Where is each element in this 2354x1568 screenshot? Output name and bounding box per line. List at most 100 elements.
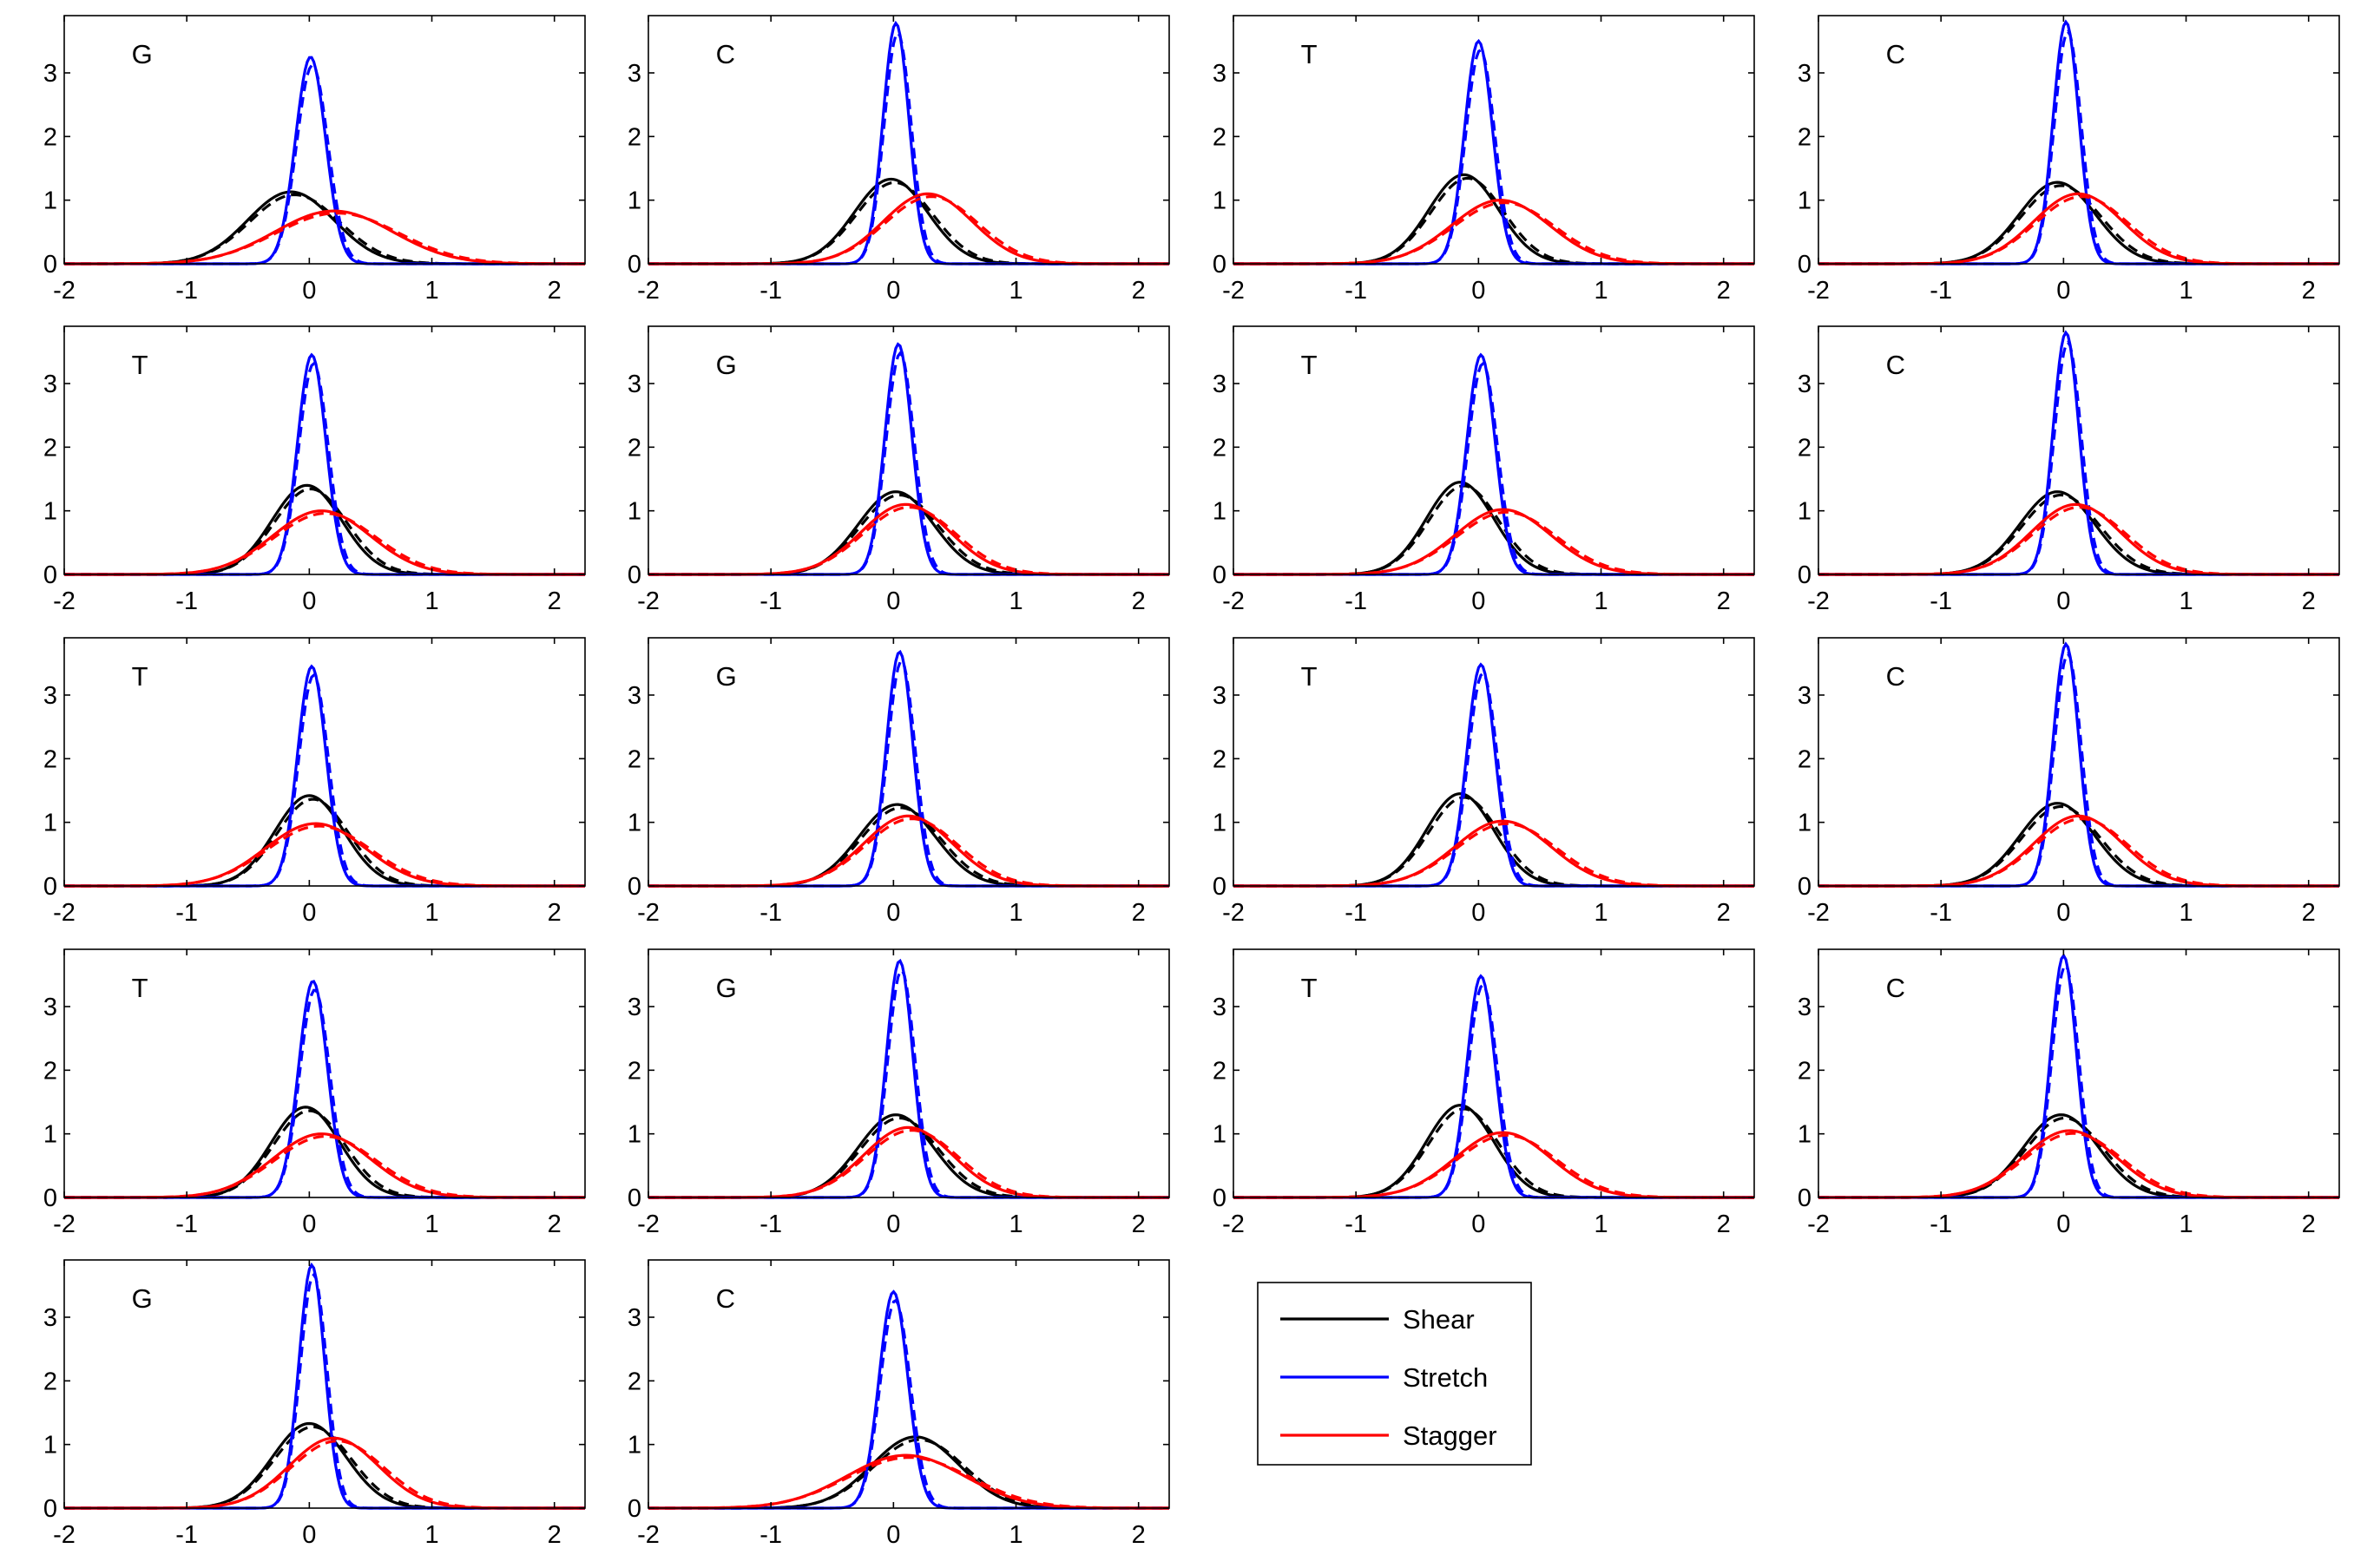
panel-label: T: [132, 661, 148, 692]
stretch-solid-line: [1233, 974, 1754, 1199]
y-tick-label: 2: [1798, 1057, 1812, 1085]
shear-dashed-line: [648, 806, 1169, 888]
y-tick-label: 1: [628, 1121, 641, 1149]
x-tick-label: 1: [424, 277, 438, 305]
stagger-dashed-line: [1818, 505, 2339, 576]
axes-frame: [1818, 15, 2340, 265]
x-tick-label: 1: [1594, 277, 1608, 305]
shear-dashed-line: [648, 493, 1169, 576]
x-tick-label: 2: [1132, 1210, 1146, 1238]
x-tick-label: -2: [1222, 587, 1245, 615]
x-tick-label: -1: [759, 1210, 782, 1238]
stagger-dashed-line: [1818, 194, 2339, 266]
y-tick-label: 1: [43, 1432, 57, 1460]
stagger-dashed-line: [1233, 200, 1754, 266]
stretch-dashed-line: [64, 672, 585, 888]
subplot-18: C -2 -1 0 1 2 0 1 2 3: [628, 1259, 1170, 1549]
x-tick-label: -2: [53, 587, 76, 615]
stretch-solid-line: [1233, 662, 1754, 888]
shear-dashed-line: [64, 487, 585, 576]
y-tick-label: 2: [1213, 745, 1226, 773]
axes-frame: [63, 325, 586, 575]
x-tick-label: 0: [886, 277, 900, 305]
stagger-solid-line: [64, 1436, 585, 1510]
x-tick-label: -2: [1807, 899, 1830, 927]
y-tick-label: 0: [1798, 251, 1812, 279]
x-tick-label: -1: [1345, 277, 1367, 305]
axes-frame: [648, 15, 1170, 265]
stagger-solid-line: [1818, 502, 2339, 576]
legend: Shear Stretch Stagger: [1257, 1282, 1532, 1466]
y-tick-label: 0: [628, 873, 641, 901]
y-tick-label: 0: [43, 1184, 57, 1212]
y-tick-label: 2: [1798, 434, 1812, 462]
shear-solid-line: [64, 1105, 585, 1199]
y-tick-label: 1: [43, 187, 57, 215]
y-tick-label: 3: [1798, 60, 1812, 88]
x-tick-label: -2: [1807, 1210, 1830, 1238]
subplot-14: G -2 -1 0 1 2 0 1 2 3: [628, 948, 1170, 1238]
axes-frame: [63, 948, 586, 1198]
x-tick-label: 1: [1009, 1521, 1022, 1549]
shear-solid-line: [648, 177, 1169, 266]
subplot-1: G -2 -1 0 1 2 0 1 2 3: [43, 15, 586, 305]
stagger-dashed-line: [648, 505, 1169, 576]
stretch-dashed-line: [64, 63, 585, 266]
shear-solid-line: [1233, 1104, 1754, 1199]
axes-frame: [1818, 637, 2340, 887]
y-tick-label: 3: [43, 1304, 57, 1332]
y-tick-label: 0: [628, 1495, 641, 1523]
panel-label: C: [1886, 973, 1905, 1003]
x-tick-label: 1: [2179, 587, 2193, 615]
x-tick-label: 0: [302, 1210, 316, 1238]
x-tick-label: -1: [175, 899, 198, 927]
shear-dashed-line: [648, 180, 1169, 266]
shear-dashed-line: [648, 1116, 1169, 1199]
y-tick-label: 3: [1798, 371, 1812, 398]
y-tick-label: 3: [1798, 994, 1812, 1021]
y-tick-label: 0: [1798, 1184, 1812, 1212]
stagger-dashed-line: [64, 512, 585, 576]
y-tick-label: 2: [1798, 123, 1812, 151]
x-tick-label: -1: [175, 1210, 198, 1238]
stagger-solid-line: [64, 509, 585, 576]
stagger-solid-line: [648, 1453, 1169, 1510]
shear-solid-line: [1818, 1113, 2339, 1199]
x-tick-label: -2: [1807, 277, 1830, 305]
shear-dashed-line: [64, 797, 585, 888]
y-tick-label: 0: [1798, 873, 1812, 901]
x-tick-label: 1: [1009, 1210, 1022, 1238]
x-tick-label: -2: [1222, 1210, 1245, 1238]
y-tick-label: 3: [43, 682, 57, 710]
axes-frame: [1233, 325, 1755, 575]
subplot-7: T -2 -1 0 1 2 0 1 2 3: [1213, 325, 1755, 615]
axes-frame: [648, 1259, 1170, 1509]
axes-frame: [1233, 948, 1755, 1198]
panel-label: T: [1301, 661, 1318, 692]
stagger-solid-line: [648, 192, 1169, 266]
y-tick-label: 3: [1213, 60, 1226, 88]
x-tick-label: 0: [302, 899, 316, 927]
x-tick-label: 2: [548, 1521, 562, 1549]
shear-dashed-line: [648, 1438, 1169, 1510]
x-tick-label: -1: [175, 1521, 198, 1549]
y-tick-label: 0: [1213, 251, 1226, 279]
x-tick-label: -2: [637, 277, 660, 305]
legend-label: Stretch: [1403, 1362, 1488, 1393]
panel-label: T: [132, 350, 148, 380]
stagger-solid-line: [648, 1125, 1169, 1199]
stagger-solid-line: [64, 209, 585, 266]
y-tick-label: 2: [628, 123, 641, 151]
stagger-dashed-line: [648, 1128, 1169, 1199]
stagger-dashed-line: [64, 211, 585, 266]
y-tick-label: 1: [43, 810, 57, 837]
stagger-dashed-line: [1818, 817, 2339, 888]
stretch-solid-line: [64, 980, 585, 1199]
panel-label: T: [1301, 973, 1318, 1003]
y-tick-label: 3: [43, 60, 57, 88]
x-tick-label: 0: [886, 587, 900, 615]
shear-dashed-line: [1233, 1107, 1754, 1199]
subplot-12: C -2 -1 0 1 2 0 1 2 3: [1798, 637, 2340, 927]
stagger-dashed-line: [648, 1455, 1169, 1510]
x-tick-label: 0: [2056, 587, 2070, 615]
